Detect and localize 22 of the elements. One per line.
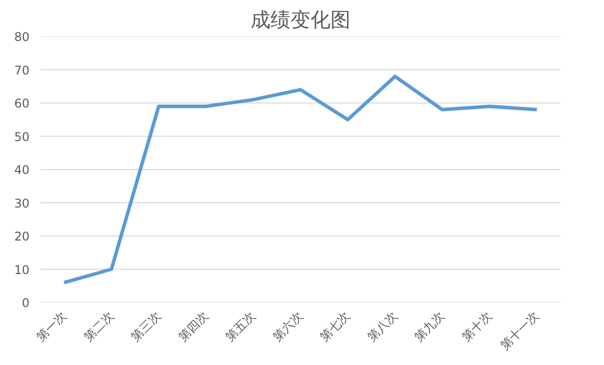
x-tick-label: 第五次 (222, 308, 258, 344)
x-tick-label: 第十一次 (498, 308, 542, 352)
y-tick-label: 80 (14, 30, 30, 44)
x-tick-label: 第六次 (270, 308, 306, 344)
line-series (62, 74, 539, 284)
y-tick-label: 30 (14, 196, 30, 210)
x-tick-label: 第九次 (412, 308, 448, 344)
y-tick-label: 0 (22, 296, 30, 310)
y-tick-label: 40 (14, 163, 30, 177)
x-tick-label: 第七次 (317, 308, 353, 344)
y-tick-label: 60 (14, 96, 30, 110)
x-tick-label: 第十次 (459, 308, 495, 344)
x-tick-label: 第八次 (364, 308, 400, 344)
chart-title: 成绩变化图 (250, 8, 350, 32)
y-tick-label: 50 (14, 130, 30, 144)
x-tick-label: 第一次 (34, 308, 70, 344)
x-tick-label: 第四次 (176, 308, 211, 344)
y-tick-label: 10 (14, 262, 30, 277)
x-tick-label: 第三次 (128, 308, 164, 344)
x-tick-label: 第二次 (81, 308, 116, 344)
y-tick-label: 20 (14, 230, 30, 244)
y-tick-label: 70 (14, 63, 30, 78)
